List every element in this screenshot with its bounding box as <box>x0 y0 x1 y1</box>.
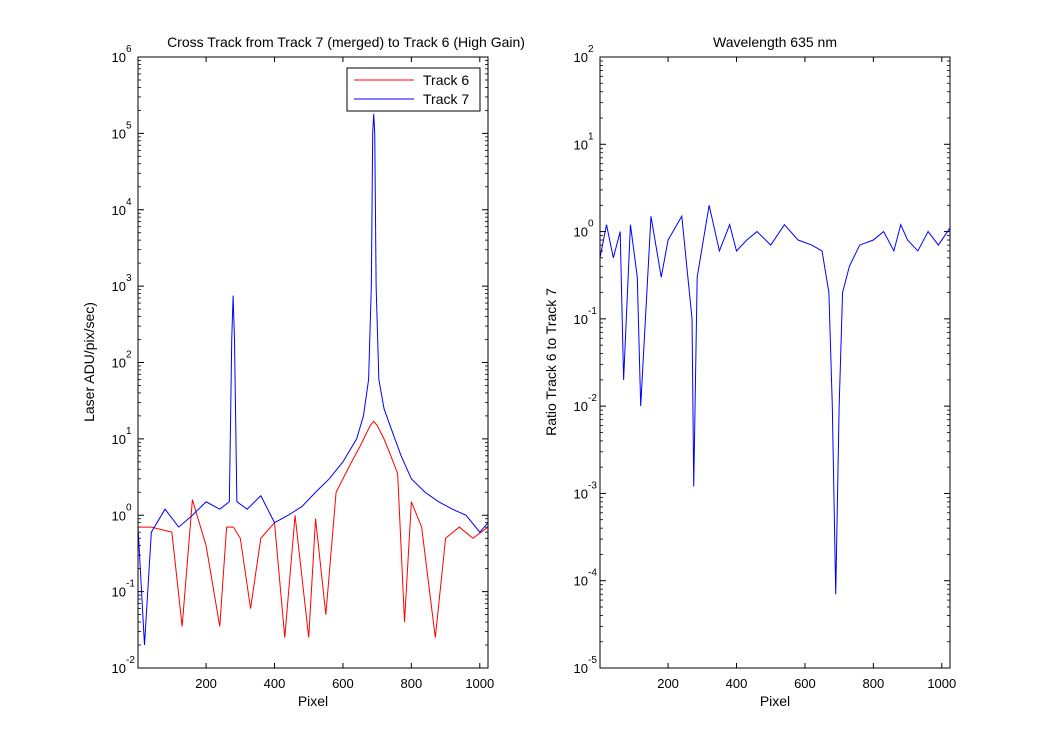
left-x-axis-label: Pixel <box>298 693 328 709</box>
left-y-tick-exponent: 5 <box>126 120 132 131</box>
right-y-tick-label: 10 <box>574 137 588 152</box>
left-x-tick-label: 800 <box>401 676 423 691</box>
right-y-tick-exponent: -2 <box>588 393 597 404</box>
right-x-axis-label: Pixel <box>760 693 790 709</box>
left-y-tick-label: 10 <box>112 585 126 600</box>
left-chart-title: Cross Track from Track 7 (merged) to Tra… <box>167 34 525 50</box>
left-y-tick-label: 10 <box>112 126 126 141</box>
right-y-tick-exponent: -4 <box>588 568 597 579</box>
legend-label-track-6: Track 6 <box>423 72 469 88</box>
left-y-tick-exponent: -1 <box>126 579 135 590</box>
left-ticks: 200 400 600 800 100010-210-11001011021031041… <box>112 44 495 691</box>
left-y-tick-exponent: 4 <box>126 197 132 208</box>
right-panel: Wavelength 635 nm 200 400 600 800 100010-510… <box>543 34 956 709</box>
right-y-tick-label: 10 <box>574 574 588 589</box>
right-line-series-0 <box>600 205 950 595</box>
right-x-tick-label: 800 <box>863 676 885 691</box>
right-y-tick-label: 10 <box>574 661 588 676</box>
left-x-tick-label: 200 <box>195 676 217 691</box>
right-y-tick-exponent: 2 <box>588 44 594 55</box>
right-y-tick-exponent: -1 <box>588 306 597 317</box>
right-x-tick-label: 1000 <box>927 676 956 691</box>
right-series-area <box>600 205 950 595</box>
right-y-tick-exponent: -3 <box>588 480 597 491</box>
right-y-tick-label: 10 <box>574 312 588 327</box>
left-y-tick-label: 10 <box>112 508 126 523</box>
left-y-tick-exponent: 6 <box>126 44 132 55</box>
left-y-tick-exponent: 1 <box>126 426 132 437</box>
left-x-tick-label: 600 <box>332 676 354 691</box>
legend-box <box>346 67 481 112</box>
left-y-tick-exponent: 3 <box>126 273 132 284</box>
left-y-tick-label: 10 <box>112 50 126 65</box>
left-y-tick-exponent: 0 <box>126 502 132 513</box>
left-y-tick-exponent: 2 <box>126 350 132 361</box>
right-ticks: 200 400 600 800 100010-510-410-310-210-11001… <box>574 44 957 691</box>
right-x-tick-label: 200 <box>657 676 679 691</box>
right-y-tick-label: 10 <box>574 486 588 501</box>
left-y-tick-label: 10 <box>112 661 126 676</box>
right-y-tick-exponent: 1 <box>588 131 594 142</box>
right-x-tick-label: 400 <box>726 676 748 691</box>
left-y-tick-label: 10 <box>112 356 126 371</box>
left-x-tick-label: 400 <box>264 676 286 691</box>
left-y-tick-label: 10 <box>112 203 126 218</box>
legend-label-track-7: Track 7 <box>423 91 469 107</box>
left-x-tick-label: 1000 <box>465 676 494 691</box>
left-panel: Cross Track from Track 7 (merged) to Tra… <box>81 34 525 709</box>
right-y-tick-exponent: -5 <box>588 655 597 666</box>
left-y-tick-exponent: -2 <box>126 655 135 666</box>
left-series-area <box>138 113 488 646</box>
left-line-track-7 <box>138 113 488 646</box>
left-plot-frame <box>137 56 489 669</box>
left-y-tick-label: 10 <box>112 432 126 447</box>
right-y-axis-label: Ratio Track 6 to Track 7 <box>543 288 559 436</box>
right-x-tick-label: 600 <box>794 676 816 691</box>
right-y-tick-label: 10 <box>574 50 588 65</box>
right-chart-title: Wavelength 635 nm <box>713 34 837 50</box>
left-y-axis-label: Laser ADU/pix/sec) <box>81 302 97 422</box>
right-y-tick-label: 10 <box>574 399 588 414</box>
left-line-track-6 <box>138 420 488 638</box>
right-y-tick-label: 10 <box>574 225 588 240</box>
legend: Track 6 Track 7 <box>346 67 481 112</box>
right-y-tick-exponent: 0 <box>588 219 594 230</box>
left-y-tick-label: 10 <box>112 279 126 294</box>
right-plot-frame <box>599 56 951 669</box>
